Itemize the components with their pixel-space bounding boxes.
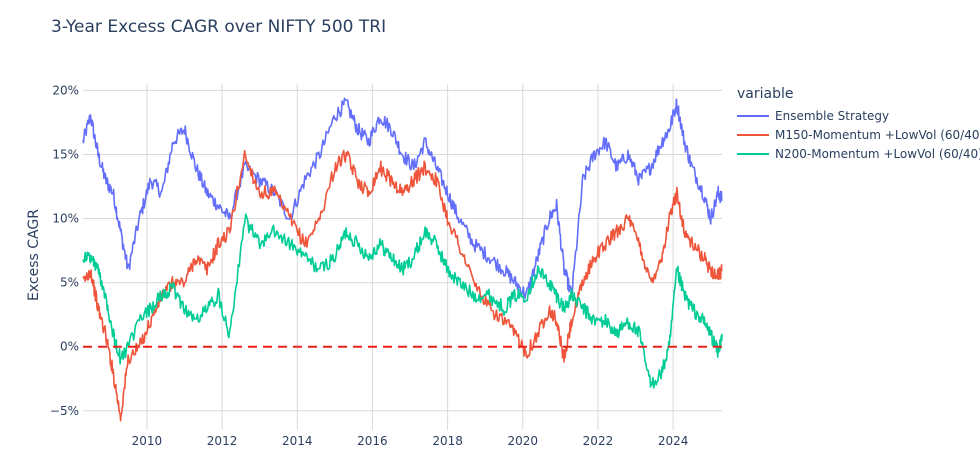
- tick-labels: 2010 2012 2014 2016 2018 2020 2022 2024 −5% 0% 5% 1…: [50, 83, 689, 448]
- legend-item-n200[interactable]: N200-Momentum +LowVol (60/40): [737, 144, 980, 163]
- legend-title: variable: [737, 86, 794, 102]
- x-tick-label: 2024: [658, 434, 689, 448]
- y-tick-label: 5%: [60, 276, 79, 290]
- legend: variable Ensemble Strategy M150-Momentum…: [737, 86, 980, 163]
- y-tick-label: 10%: [52, 212, 79, 226]
- legend-item-ensemble[interactable]: Ensemble Strategy: [737, 106, 980, 125]
- y-axis-label: Excess CAGR: [26, 209, 42, 301]
- y-tick-label: 0%: [60, 340, 79, 354]
- chart-title: 3-Year Excess CAGR over NIFTY 500 TRI: [51, 17, 387, 37]
- x-tick-label: 2022: [583, 434, 614, 448]
- x-tick-label: 2016: [357, 434, 388, 448]
- legend-label: M150-Momentum +LowVol (60/40): [775, 127, 980, 142]
- x-tick-label: 2018: [432, 434, 463, 448]
- series-line-1[interactable]: [82, 149, 723, 422]
- y-tick-label: −5%: [50, 404, 79, 418]
- series-layer: [82, 97, 723, 422]
- series-line-0[interactable]: [82, 97, 723, 299]
- x-tick-label: 2012: [207, 434, 238, 448]
- x-tick-label: 2014: [282, 434, 313, 448]
- legend-swatch: [737, 133, 769, 136]
- x-tick-label: 2010: [132, 434, 163, 448]
- x-tick-label: 2020: [508, 434, 539, 448]
- legend-swatch: [737, 152, 769, 155]
- series-line-2[interactable]: [82, 213, 723, 389]
- y-tick-label: 20%: [52, 83, 79, 97]
- y-tick-label: 15%: [52, 147, 79, 161]
- legend-swatch: [737, 114, 769, 117]
- legend-label: Ensemble Strategy: [775, 108, 890, 123]
- legend-item-m150[interactable]: M150-Momentum +LowVol (60/40): [737, 125, 980, 144]
- legend-label: N200-Momentum +LowVol (60/40): [775, 146, 980, 161]
- grid: [83, 84, 722, 430]
